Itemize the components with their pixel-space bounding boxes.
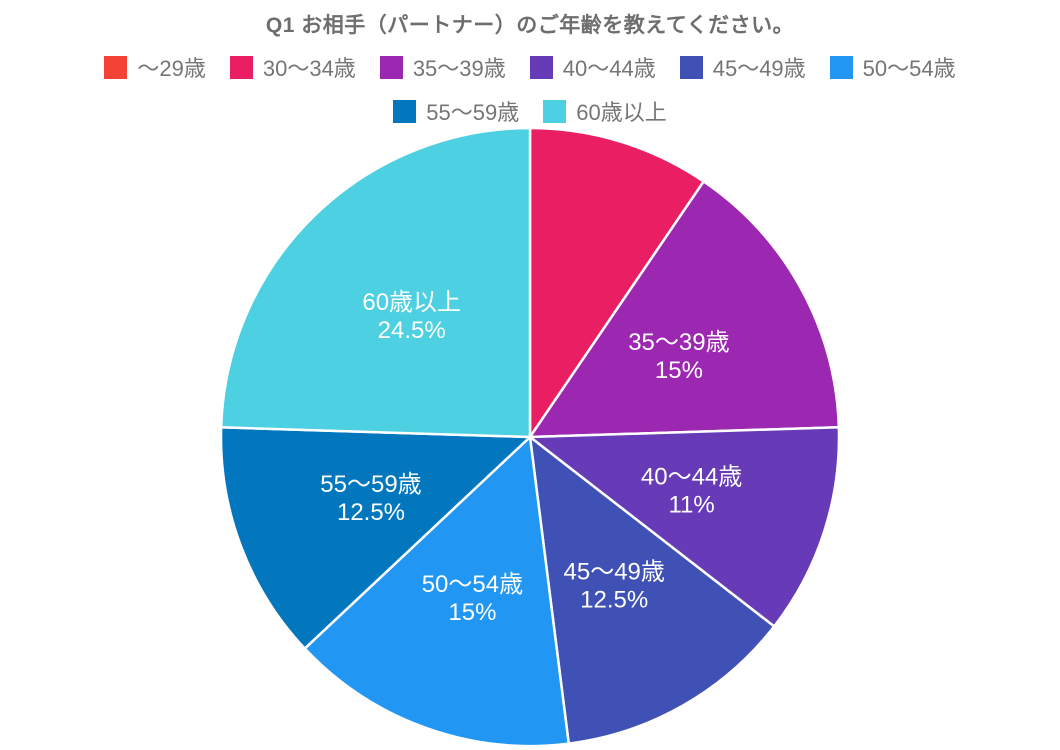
pie-slice [219,126,532,439]
pie-slice-label: 50～54歳 15% [422,571,523,626]
legend-swatch [529,55,553,79]
pie-slice [303,435,570,748]
legend-label: 40～44歳 [562,56,656,81]
legend-label: 45～49歳 [712,56,806,81]
pie-slice [219,426,532,650]
legend-label: 50～54歳 [862,56,956,81]
legend-item: 30～34歳 [229,51,356,83]
legend-swatch [229,55,253,79]
legend-label: ～29歳 [137,56,206,81]
pie-slice [528,426,841,628]
legend-item: 40～44歳 [529,51,656,83]
legend-item: 45～49歳 [679,51,806,83]
pie-slice [528,180,841,439]
chart-title: Q1 お相手（パートナー）のご年齢を教えてください。 [265,14,795,37]
legend-item: 35～39歳 [379,51,506,83]
legend-label: 60歳以上 [576,100,667,125]
legend-swatch [104,55,128,79]
legend-swatch [543,99,567,123]
legend-swatch [379,55,403,79]
legend-item: 60歳以上 [543,95,667,127]
pie-slice-label: 40～44歳 11% [641,464,742,519]
legend-label: 35～39歳 [412,56,506,81]
pie-slice-label: 60歳以上 24.5% [362,289,461,344]
pie-slice-label: 55～59歳 12.5% [320,471,421,526]
legend-swatch [393,99,417,123]
legend-item: 50～54歳 [829,51,956,83]
legend-item: 55～59歳 [393,95,519,127]
pie-slice-label: 35～39歳 15% [628,329,729,384]
legend-item: ～29歳 [104,51,206,83]
legend-swatch [679,55,703,79]
legend: ～29歳 30～34歳 35～39歳 40～44歳 45～49歳 50～54歳 55～59歳… [60,51,1000,127]
legend-swatch [829,55,853,79]
pie-slice-label: 45～49歳 12.5% [564,559,665,614]
legend-label: 30～34歳 [262,56,356,81]
pie-slice [528,126,705,439]
pie-slice [528,435,776,745]
legend-label: 55～59歳 [426,100,520,125]
